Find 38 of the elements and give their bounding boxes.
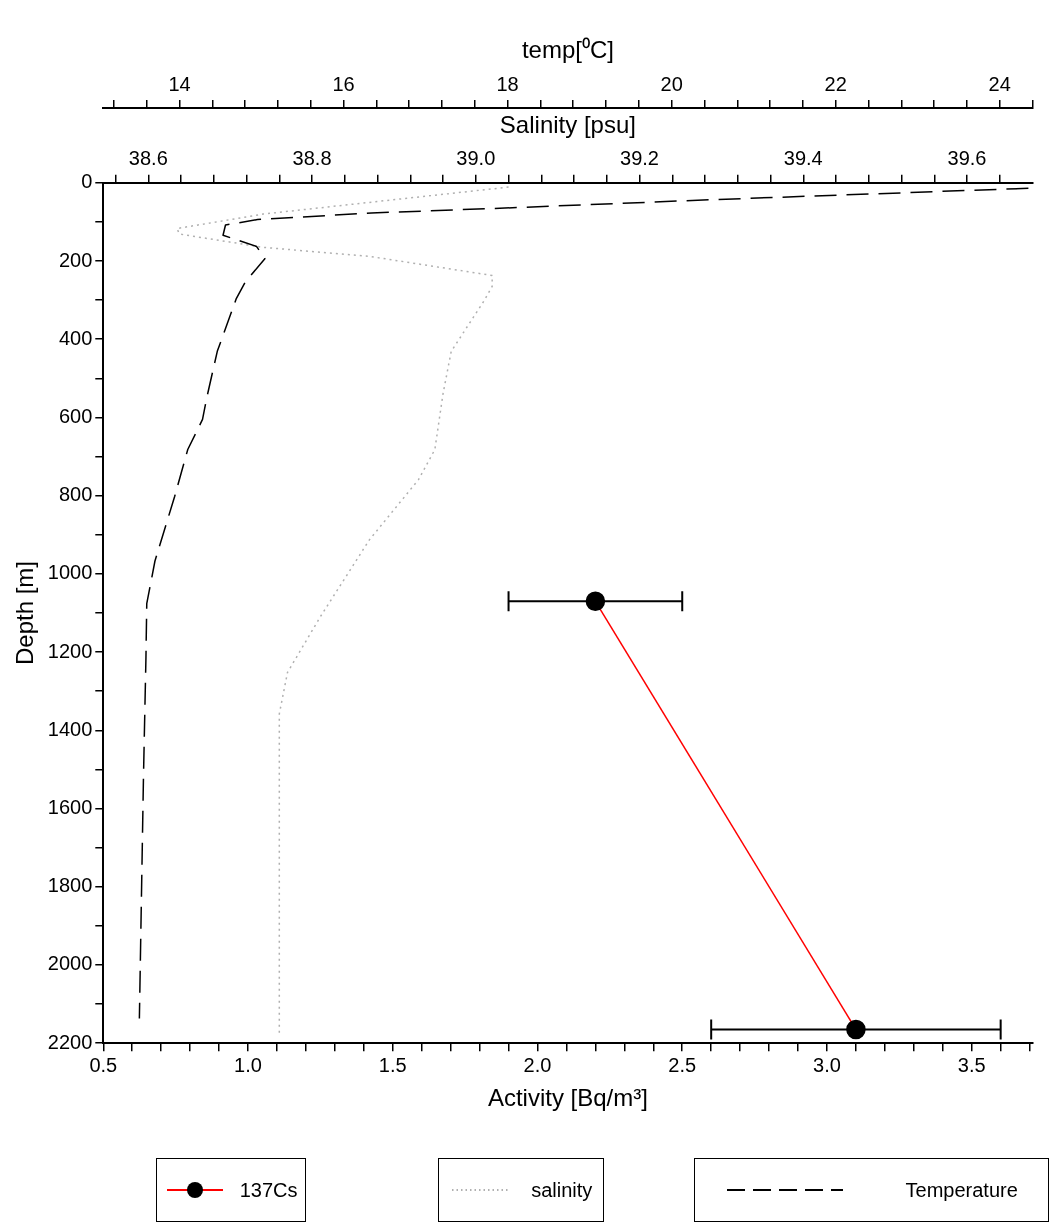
y-tick-label: 1400 — [47, 717, 93, 740]
x2-tick-label: 39.0 — [456, 147, 496, 170]
x-axis-title: temp[⁰C] — [521, 36, 614, 64]
y-tick-label: 1000 — [47, 561, 93, 584]
y-tick-label: 2200 — [47, 1030, 93, 1053]
y-tick-label: 1800 — [47, 874, 93, 897]
y-tick-label: 200 — [58, 248, 93, 271]
x-tick-label: 1.5 — [378, 1053, 407, 1076]
x2-tick-label: 38.8 — [292, 147, 332, 170]
x-tick-label: 3.0 — [813, 1053, 841, 1076]
y-tick-label: 2000 — [47, 952, 93, 975]
x-tick-label: 24 — [988, 72, 1011, 95]
y-tick-label: 1200 — [47, 639, 93, 662]
x-tick-label: 2.0 — [523, 1053, 552, 1076]
y-tick-label: 400 — [58, 326, 93, 349]
x-tick-label: 2.5 — [668, 1053, 697, 1076]
y-axis-title: Depth [m] — [11, 560, 39, 666]
x-tick-label: 1.0 — [234, 1053, 262, 1076]
x-tick-label: 16 — [332, 72, 355, 95]
legend-label: salinity — [531, 1178, 593, 1202]
x-axis-title: Activity [Bq/m³] — [487, 1084, 648, 1112]
x-tick-label: 3.5 — [957, 1053, 986, 1076]
y-tick-label: 800 — [58, 483, 93, 506]
x2-tick-label: 39.6 — [947, 147, 987, 170]
y-tick-label: 1600 — [47, 796, 93, 819]
x-tick-label: 14 — [168, 72, 191, 95]
x2-tick-label: 39.2 — [620, 147, 659, 170]
y-tick-label: 0 — [81, 170, 93, 193]
x-tick-label: 22 — [824, 72, 847, 95]
text: Temperature — [905, 1178, 1018, 1202]
x-tick-label: 0.5 — [89, 1053, 118, 1076]
x-tick-label: 20 — [660, 72, 683, 95]
x-tick-label: 18 — [496, 72, 519, 95]
x2-axis-title: Salinity [psu] — [499, 111, 636, 139]
legend-label: 137Cs — [239, 1178, 298, 1202]
y-tick-label: 600 — [58, 404, 93, 427]
x2-tick-label: 38.6 — [128, 147, 168, 170]
x2-tick-label: 39.4 — [783, 147, 823, 170]
